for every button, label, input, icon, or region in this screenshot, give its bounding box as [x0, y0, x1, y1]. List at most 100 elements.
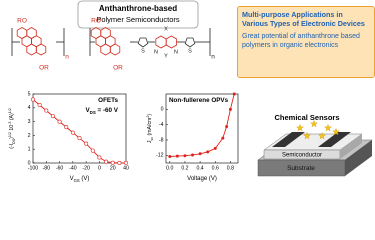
- text-part: Non-fullerene OPVs: [169, 97, 229, 104]
- atom-label: Y: [164, 53, 168, 59]
- y-tick-label: 1: [28, 147, 31, 153]
- graphical-abstract: Anthanthrone-based Polymer Semiconductor…: [8, 0, 375, 183]
- text-part: (A): [9, 113, 15, 122]
- text-part: DS: [90, 110, 96, 115]
- layer-label: Substrate: [287, 165, 315, 172]
- y-axis-title: (-IDS)1/2 10-3 (A)1/2: [8, 108, 16, 149]
- sensor-title: Chemical Sensors: [274, 113, 339, 122]
- data-point: [124, 160, 129, 165]
- atom-label: RO: [91, 18, 101, 25]
- x-tick-label: -100: [28, 165, 38, 171]
- data-point: [30, 97, 35, 102]
- ring: [165, 35, 178, 49]
- atom-label: S: [188, 48, 192, 54]
- y-tick-label: -4: [159, 122, 164, 128]
- data-point: [84, 141, 89, 146]
- x-axis-title: VGS (V): [70, 176, 90, 183]
- atom-label: OR: [39, 65, 49, 72]
- data-point: [57, 119, 62, 124]
- data-point: [50, 114, 55, 119]
- data-point: [104, 159, 109, 164]
- y-tick-label: -8: [159, 137, 164, 143]
- semiconductor-side: [340, 134, 362, 159]
- electrode: [318, 132, 351, 147]
- text-part: 2: [146, 116, 150, 118]
- data-point: [44, 108, 49, 113]
- x-tick-label: -20: [82, 165, 90, 171]
- highlight-title: Multi-purpose Applications in Various Ty…: [242, 10, 365, 28]
- atom-label: RO: [17, 18, 27, 25]
- atom-label: OR: [113, 65, 123, 72]
- text-part: = -60 V: [96, 107, 119, 114]
- y-axis-title: Jsc (mA/cm2): [146, 114, 154, 144]
- data-point: [110, 160, 115, 165]
- analyte-star: [324, 123, 332, 132]
- atom-label: X: [164, 26, 168, 32]
- header-subtitle: Polymer Semiconductors: [96, 15, 180, 24]
- text-part: Voltage (V): [187, 176, 217, 182]
- x-tick-label: 0.0: [166, 165, 173, 171]
- text-part: -3: [8, 122, 12, 125]
- y-tick-label: 0: [161, 107, 164, 113]
- analyte-star: [332, 127, 340, 136]
- ring: [137, 37, 149, 48]
- text-part: 10: [9, 125, 15, 132]
- layer-label: Semiconductor: [282, 153, 322, 159]
- atom-label: n: [211, 54, 215, 61]
- text-part: 1/2: [8, 108, 12, 113]
- data-point: [206, 150, 210, 154]
- data-point: [198, 152, 202, 156]
- x-tick-label: 0.8: [227, 165, 234, 171]
- x-tick-label: 20: [110, 165, 116, 171]
- y-tick-label: 4: [28, 105, 31, 111]
- chart-annotation: Non-fullerene OPVs: [169, 97, 229, 104]
- text-part: (mA/cm: [147, 118, 153, 137]
- y-tick-label: -12: [156, 153, 164, 159]
- y-tick-label: 5: [28, 91, 31, 97]
- text-part: V: [70, 176, 74, 182]
- data-point: [221, 136, 225, 140]
- highlight-text: Great potential of anthanthrone based po…: [242, 33, 360, 49]
- data-point: [228, 107, 232, 111]
- text-part: (-I: [9, 144, 15, 149]
- data-point: [213, 146, 217, 150]
- x-tick-label: 0.6: [212, 165, 219, 171]
- data-point: [64, 125, 69, 130]
- x-axis-title: Voltage (V): [187, 176, 217, 182]
- electrode: [272, 132, 305, 147]
- canvas: Anthanthrone-based Polymer Semiconductor…: [8, 0, 373, 183]
- text-part: sc: [150, 137, 154, 141]
- substrate-side: [345, 140, 372, 176]
- ring: [100, 43, 111, 56]
- x-tick-label: 0: [98, 165, 101, 171]
- plot-frame: [165, 93, 239, 164]
- text-part: GS: [74, 178, 80, 183]
- data-point: [175, 154, 179, 158]
- data-point: [191, 153, 195, 157]
- atom-label: N: [174, 49, 178, 55]
- data-point: [77, 136, 82, 141]
- y-tick-label: 3: [28, 119, 31, 125]
- y-tick-label: 0: [28, 160, 31, 166]
- data-point: [183, 154, 187, 158]
- data-point: [232, 92, 236, 96]
- text-part: J: [147, 140, 153, 143]
- x-tick-label: -80: [43, 165, 51, 171]
- data-point: [90, 148, 95, 153]
- header-box: [77, 0, 199, 29]
- ring: [155, 35, 167, 49]
- highlight-box: Multi-purpose Applications in Various Ty…: [237, 6, 375, 78]
- text-part: DS: [12, 138, 16, 144]
- atom-label: N: [154, 49, 158, 55]
- x-tick-label: -40: [69, 165, 77, 171]
- sensor-device: [257, 132, 373, 177]
- data-point: [70, 130, 75, 135]
- text-part: ): [9, 137, 15, 139]
- data-point: [117, 160, 122, 165]
- analyte-star: [303, 131, 311, 140]
- x-tick-label: 0.4: [196, 165, 203, 171]
- text-part: OFETs: [98, 97, 118, 104]
- text-part: V: [85, 107, 90, 114]
- data-point: [168, 154, 172, 158]
- data-point: [97, 155, 102, 160]
